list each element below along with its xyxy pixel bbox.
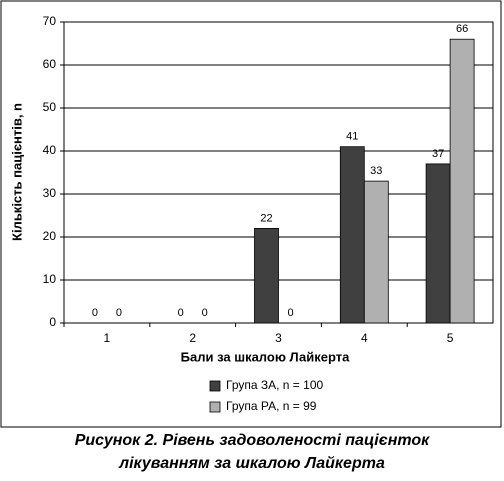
- y-tick-label: 10: [43, 272, 57, 286]
- data-label: 0: [116, 307, 122, 319]
- y-tick-label: 20: [43, 229, 57, 243]
- data-label: 0: [287, 307, 293, 319]
- bar: [363, 180, 389, 324]
- caption-line: лікуванням за шкалою Лайкерта: [118, 455, 385, 472]
- y-tick-label: 50: [43, 100, 57, 114]
- bar: [254, 227, 279, 324]
- y-tick-label: 30: [43, 186, 57, 200]
- y-tick-label: 0: [49, 315, 56, 329]
- x-tick-label: 1: [104, 331, 111, 345]
- data-label: 66: [456, 23, 468, 35]
- x-tick-label: 4: [361, 331, 368, 345]
- data-label: 0: [202, 307, 208, 319]
- y-tick-label: 70: [43, 14, 57, 28]
- bar: [449, 38, 475, 324]
- bar: [425, 163, 451, 324]
- x-tick-label: 2: [189, 331, 196, 345]
- x-tick-label: 3: [275, 331, 282, 345]
- y-tick-label: 40: [43, 143, 57, 157]
- data-label: 41: [346, 131, 358, 143]
- x-tick-label: 5: [447, 331, 454, 345]
- data-label: 0: [92, 307, 98, 319]
- x-axis-title: Бали за шкалою Лайкерта: [181, 349, 350, 364]
- y-tick-label: 60: [43, 57, 57, 71]
- data-label: 0: [178, 307, 184, 319]
- bar: [339, 146, 365, 324]
- legend-label: Група ЗА, n = 100: [226, 378, 323, 392]
- data-label: 37: [432, 148, 444, 160]
- data-label: 22: [260, 212, 272, 224]
- legend-label: Група РА, n = 99: [226, 399, 317, 413]
- legend-swatch: [209, 401, 221, 413]
- y-axis-title: Кількість пацієнтів, n: [9, 103, 24, 241]
- data-label: 33: [370, 165, 382, 177]
- caption-line: Рисунок 2. Рівень задоволеності пацієнто…: [75, 432, 430, 449]
- chart-frame: [0, 0, 502, 428]
- legend-swatch: [209, 380, 221, 392]
